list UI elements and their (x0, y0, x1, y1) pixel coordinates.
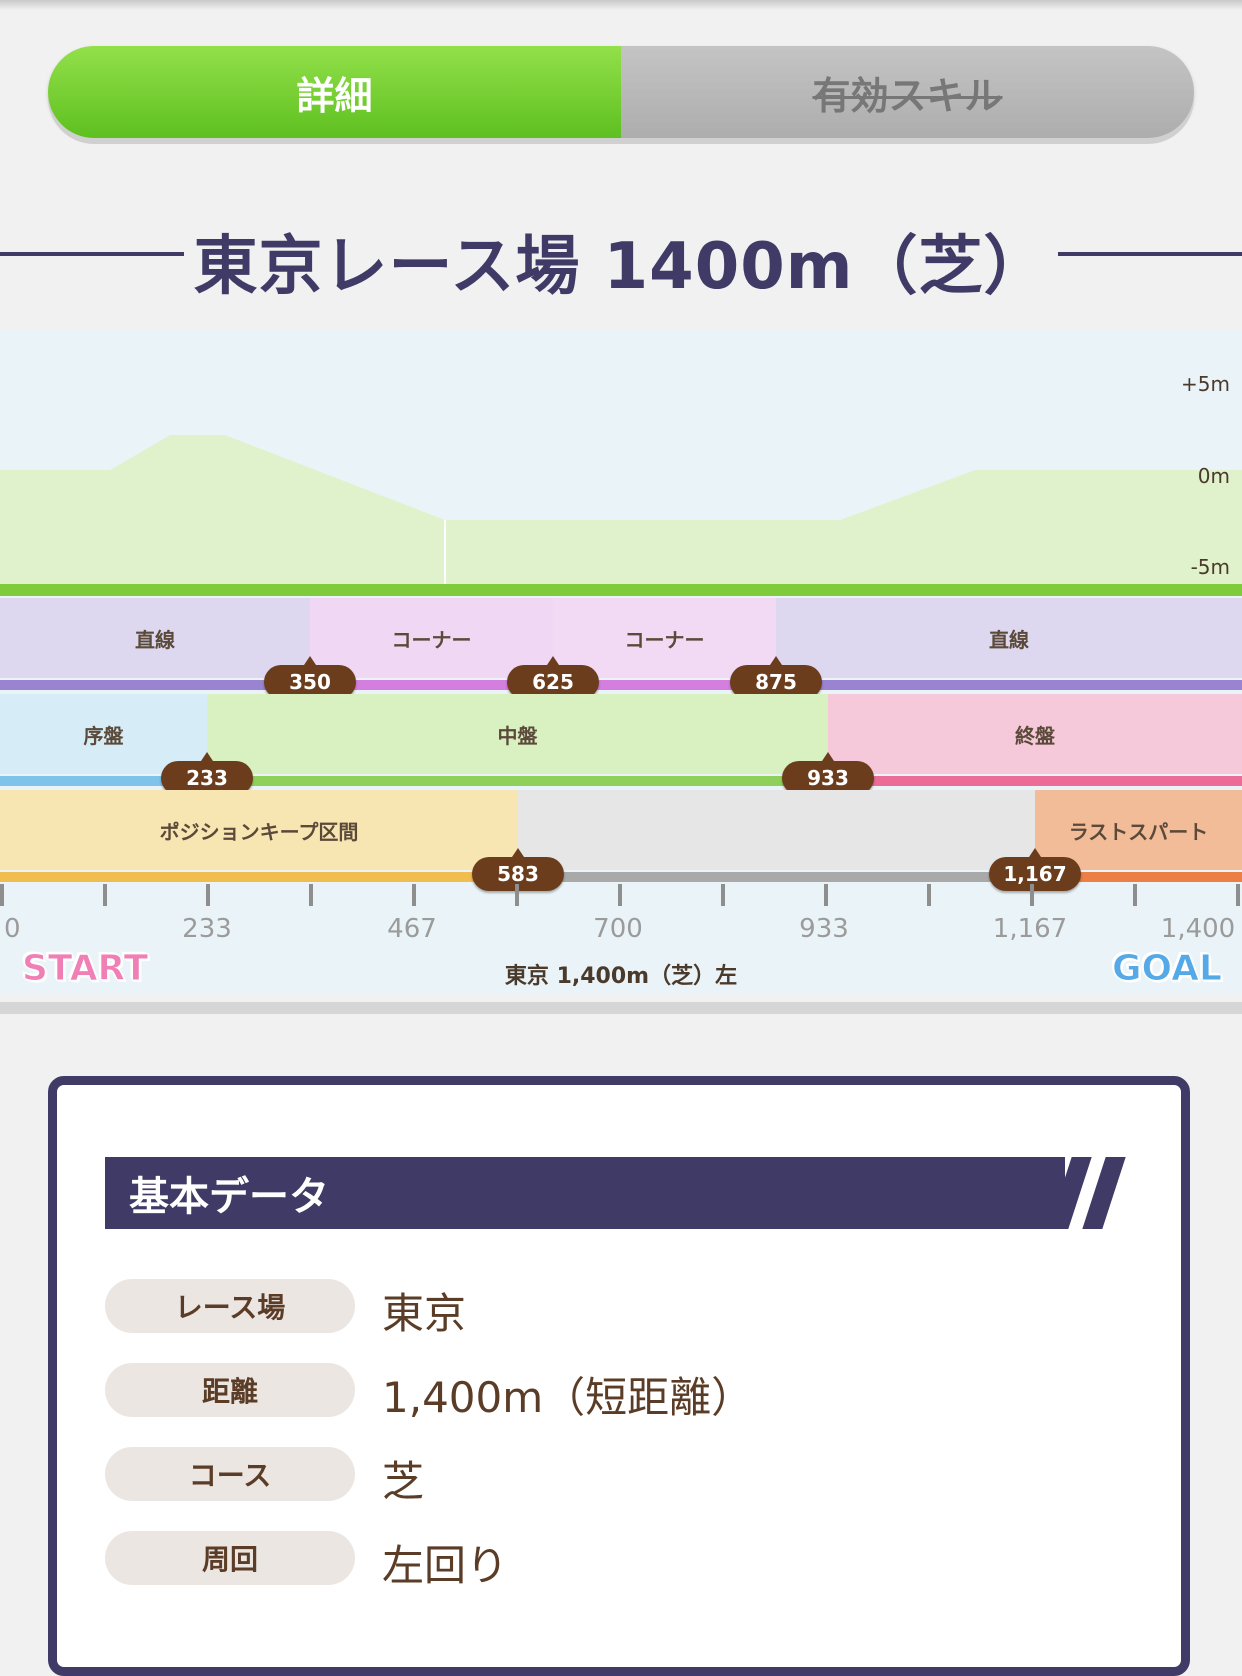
elevation-area (0, 435, 445, 590)
row-label-course: コース (105, 1447, 355, 1501)
phase-marker: 233 (161, 752, 253, 795)
tab-details[interactable]: 詳細 (48, 46, 621, 138)
zone-marker: 1,167 (989, 848, 1081, 891)
course-caption: 東京 1,400m（芝）左 (504, 964, 738, 989)
row-value-course: 芝 (382, 1457, 425, 1506)
axis-tick (824, 884, 828, 906)
row-value-direction: 左回り (382, 1541, 509, 1590)
top-edge-shadow (0, 0, 1242, 10)
section-marker: 350 (264, 656, 356, 699)
axis-tick (1030, 884, 1034, 906)
zone-strip (0, 872, 518, 882)
phase-strip (207, 776, 828, 786)
section-corner: コーナー (553, 598, 776, 678)
page-title: 東京レース場 1400m（芝） (193, 230, 1049, 304)
axis-tick (103, 884, 107, 906)
axis-tick (0, 884, 4, 906)
chart-bottom-divider (0, 1002, 1242, 1014)
title-divider-right (1058, 252, 1242, 256)
axis-tick (721, 884, 725, 906)
section-straight: 直線 (776, 598, 1242, 678)
axis-tick-label: 933 (799, 914, 849, 944)
axis-tick (1133, 884, 1137, 906)
axis-tick (1236, 884, 1240, 906)
start-label: START (21, 948, 149, 990)
phase-early: 序盤 (0, 694, 207, 774)
zone-strip (1035, 872, 1242, 882)
phase-middle: 中盤 (207, 694, 828, 774)
section-corner: コーナー (310, 598, 553, 678)
phase-marker: 933 (782, 752, 874, 795)
section-straight: 直線 (0, 598, 310, 678)
axis-tick (515, 884, 519, 906)
axis-tick (927, 884, 931, 906)
axis-tick (412, 884, 416, 906)
row-label-direction: 周回 (105, 1531, 355, 1585)
axis-tick (309, 884, 313, 906)
tab-bar: 詳細 有効スキル (48, 46, 1194, 138)
elevation-baseline (0, 584, 1242, 596)
axis-tick-label: 233 (182, 914, 232, 944)
section-strip (776, 680, 1242, 690)
title-divider-left (0, 252, 184, 256)
row-label-racecourse: レース場 (105, 1279, 355, 1333)
goal-label: GOAL (1112, 948, 1223, 990)
elevation-label-minus5: -5m (1190, 555, 1230, 579)
axis-tick-label: 1,400 (1160, 914, 1236, 944)
elevation-profile (0, 435, 1242, 590)
elevation-label-plus5: +5m (1181, 372, 1230, 396)
zone-last-spurt: ラストスパート (1035, 790, 1242, 870)
phase-late: 終盤 (828, 694, 1242, 774)
phase-strip (0, 776, 207, 786)
section-marker: 625 (507, 656, 599, 699)
tab-effective-skills[interactable]: 有効スキル (621, 46, 1194, 138)
zone-position-keep: ポジションキープ区間 (0, 790, 518, 870)
elevation-area-low (445, 470, 1242, 590)
zone-strip (518, 872, 1035, 882)
axis-tick-label: 0 (4, 914, 21, 944)
row-label-distance: 距離 (105, 1363, 355, 1417)
section-strip (0, 680, 310, 690)
axis-tick-label: 700 (593, 914, 643, 944)
elevation-label-zero: 0m (1197, 464, 1230, 488)
row-value-distance: 1,400m（短距離） (382, 1373, 754, 1422)
section-marker: 875 (730, 656, 822, 699)
row-value-racecourse: 東京 (382, 1289, 467, 1338)
basic-data-header: 基本データ (105, 1157, 1065, 1229)
axis-tick (206, 884, 210, 906)
axis-tick (618, 884, 622, 906)
phase-strip (828, 776, 1242, 786)
zone-gap (518, 790, 1035, 870)
axis-tick-label: 1,167 (992, 914, 1068, 944)
axis-tick-label: 467 (387, 914, 437, 944)
